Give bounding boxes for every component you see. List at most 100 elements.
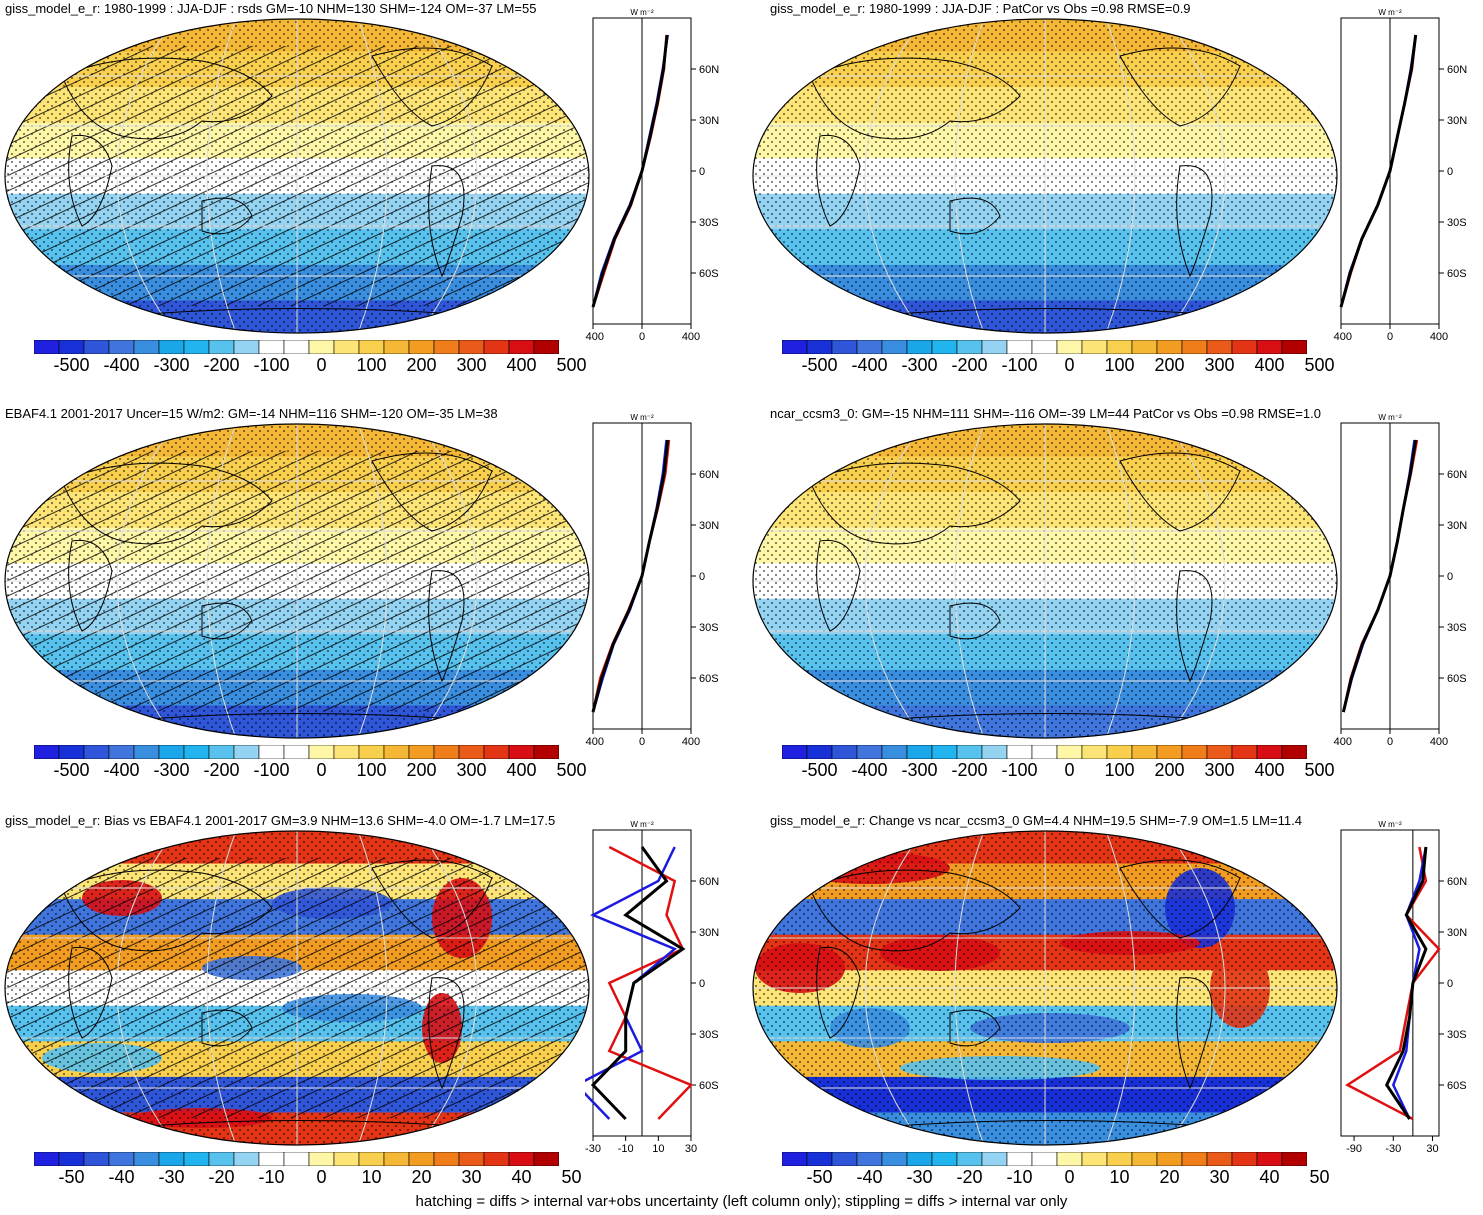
colorbar-swatch [831,1152,858,1166]
colorbar-swatch [358,340,385,354]
map-robinson [4,18,590,334]
colorbar-swatch [1156,1152,1183,1166]
zonal-mean-plot: W m⁻² 60N 30N 0 30S 60S -30 -10 10 30 [585,820,719,1155]
panel-5: giss_model_e_r: Bias vs EBAF4.1 2001-201… [0,812,735,1212]
colorbar-tick-label: 200 [406,760,437,780]
lat-tick-label: 60S [1447,1080,1467,1092]
colorbar-swatch [383,745,410,759]
colorbar-swatch [433,1152,460,1166]
lat-tick-label: 30N [1447,115,1467,127]
panel-1: giss_model_e_r: 1980-1999 : JJA-DJF : rs… [0,0,735,400]
colorbar-swatch [1206,1152,1233,1166]
colorbar-swatch [1006,1152,1033,1166]
colorbar [782,745,1307,759]
colorbar-swatch [1231,745,1258,759]
panel-3: EBAF4.1 2001-2017 Uncer=15 W/m2: GM=-14 … [0,405,735,805]
colorbar-tick-label: 500 [556,760,587,780]
colorbar-swatch [1181,1152,1208,1166]
zonal-mean-plot: W m⁻² 60N 30N 0 30S 60S -400 0 400 [585,8,719,343]
lat-tick-label: 60N [699,469,719,481]
colorbar-tick-label: 0 [1064,1167,1075,1187]
colorbar-tick-label: -30 [906,1167,933,1187]
colorbar-swatch [856,340,883,354]
colorbar-tick-label: 400 [1254,355,1285,375]
lat-tick-label: 60S [1447,673,1467,685]
colorbar-swatch [308,340,335,354]
zonal-x-tick-label: 0 [1387,331,1393,343]
colorbar-tick-label: -20 [208,1167,235,1187]
colorbar-swatch [358,1152,385,1166]
colorbar-tick-label: 400 [506,760,537,780]
panel-title: giss_model_e_r: 1980-1999 : JJA-DJF : Pa… [770,1,1191,16]
colorbar-swatch [34,745,60,759]
lat-tick-label: 30N [699,927,719,939]
colorbar-swatch [1281,745,1307,759]
colorbar-swatch [58,1152,85,1166]
zonal-mean-plot: W m⁻² 60N 30N 0 30S 60S -90 -30 30 [1340,820,1467,1155]
zonal-series-line [607,845,694,1120]
colorbar-tick-label: 200 [1154,355,1185,375]
zonal-x-tick-label: -10 [618,1143,634,1155]
colorbar-swatch [1106,1152,1133,1166]
colorbar-tick-label: -100 [253,355,290,375]
colorbar-swatch [533,745,559,759]
map-robinson [4,423,590,739]
colorbar-swatch [856,1152,883,1166]
colorbar-swatch [333,1152,360,1166]
colorbar [34,745,559,759]
colorbar-swatch [831,340,858,354]
colorbar-swatch [1156,340,1183,354]
map-robinson [752,18,1338,334]
colorbar-tick-label: 30 [1209,1167,1230,1187]
colorbar-swatch [308,745,335,759]
colorbar [34,1152,559,1166]
colorbar-tick-label: 40 [1259,1167,1280,1187]
lat-tick-label: 0 [699,166,705,178]
colorbar-swatch [283,1152,310,1166]
colorbar-swatch [906,1152,933,1166]
zonal-x-tick-label: -400 [585,331,604,343]
colorbar-swatch [458,1152,485,1166]
colorbar-tick-label: 50 [561,1167,582,1187]
panel-title: EBAF4.1 2001-2017 Uncer=15 W/m2: GM=-14 … [5,406,498,421]
colorbar-swatch [1056,1152,1083,1166]
colorbar-tick-label: 300 [1204,760,1235,780]
colorbar-tick-label: -100 [253,760,290,780]
panel-title: ncar_ccsm3_0: GM=-15 NHM=111 SHM=-116 OM… [770,406,1321,421]
colorbar-swatch [1131,745,1158,759]
colorbar-swatch [1206,745,1233,759]
colorbar-swatch [158,1152,185,1166]
colorbar-tick-label: 400 [506,355,537,375]
colorbar-tick-label: -40 [108,1167,135,1187]
colorbar-tick-label: 0 [1064,355,1075,375]
zonal-x-tick-label: -90 [1346,1143,1362,1155]
lat-tick-label: 0 [1447,571,1453,583]
colorbar-tick-label: -500 [53,760,90,780]
colorbar-tick-label: 500 [556,355,587,375]
colorbar-tick-label: 100 [1104,760,1135,780]
colorbar-swatch [383,1152,410,1166]
colorbar-swatch [806,1152,833,1166]
colorbar-swatch [881,745,908,759]
colorbar-tick-label: -300 [901,355,938,375]
colorbar-swatch [458,745,485,759]
colorbar-tick-label: -10 [258,1167,285,1187]
colorbar-swatch [881,340,908,354]
colorbar-swatch [258,340,285,354]
colorbar-swatch [258,745,285,759]
colorbar-tick-label: -50 [58,1167,85,1187]
colorbar-tick-label: 200 [406,355,437,375]
zonal-x-tick-label: 400 [1430,736,1448,748]
lat-tick-label: 30S [699,217,719,229]
colorbar-tick-label: 300 [456,355,487,375]
colorbar-swatch [782,745,808,759]
zonal-x-tick-label: 10 [652,1143,664,1155]
zonal-x-tick-label: 30 [1426,1143,1438,1155]
colorbar-tick-label: 40 [511,1167,532,1187]
colorbar-swatch [133,745,160,759]
colorbar [782,1152,1307,1166]
zonal-mean-plot: W m⁻² 60N 30N 0 30S 60S -400 0 400 [1333,8,1467,343]
zonal-unit-label: W m⁻² [1378,8,1402,17]
colorbar-swatch [483,745,510,759]
panel-6: giss_model_e_r: Change vs ncar_ccsm3_0 G… [748,812,1483,1212]
